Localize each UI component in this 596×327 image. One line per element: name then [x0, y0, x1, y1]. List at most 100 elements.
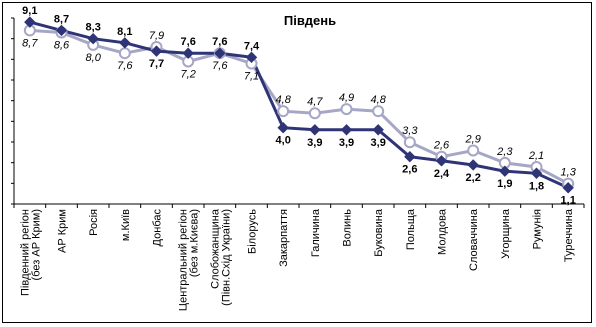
marker-circle: [403, 136, 416, 149]
x-tick-label-line: Угорщина: [500, 208, 512, 259]
x-tick-label: Буковина: [373, 208, 385, 257]
data-label-series-a: 1,1: [561, 195, 576, 207]
data-label-series-a: 7,7: [149, 58, 164, 70]
x-tick-label-line: Білорусь: [247, 209, 259, 254]
x-tick-label: Словаччина: [468, 208, 480, 271]
x-tick-label-line: Галичина: [310, 208, 322, 257]
data-label-series-a: 8,3: [86, 22, 101, 34]
data-label-series-a: 7,4: [244, 40, 260, 52]
x-tick-label-line: (Півн.Схід України): [220, 209, 232, 306]
data-label-series-b: 4,8: [371, 94, 387, 106]
data-label-series-b: 3,3: [402, 125, 418, 137]
marker-diamond: [24, 16, 36, 28]
marker-circle: [308, 107, 321, 120]
marker-diamond: [87, 32, 99, 45]
x-tick-label-line: Туреччина: [563, 208, 575, 262]
marker-circle: [340, 103, 353, 116]
marker-diamond: [182, 47, 194, 59]
data-label-series-b: 7,6: [117, 60, 133, 72]
x-tick-label-line: Румунія: [532, 209, 544, 249]
chart-frame: [2, 2, 592, 323]
x-tick-label-line: Донбас: [152, 209, 164, 247]
data-label-series-a: 8,1: [117, 26, 132, 38]
marker-diamond: [55, 24, 68, 37]
marker-diamond: [530, 167, 543, 179]
data-label-series-a: 2,6: [402, 164, 417, 176]
data-label-series-a: 4,0: [276, 135, 291, 147]
data-label-series-a: 3,9: [307, 137, 322, 149]
x-tick-label: Галичина: [310, 208, 322, 257]
marker-diamond: [372, 124, 384, 136]
x-tick-label-line: м.Київ: [120, 209, 132, 241]
x-tick-label: Закарпаття: [278, 209, 290, 267]
marker-diamond: [245, 51, 258, 64]
x-tick-label-line: Польща: [405, 208, 417, 250]
x-tick-label: Слобожанщина (Півн.Схід України): [209, 208, 232, 306]
data-label-series-b: 7,9: [149, 30, 164, 42]
data-label-series-b: 4,8: [276, 94, 292, 106]
data-label-series-a: 7,6: [212, 36, 227, 48]
x-tick-label-line: (без АР Крим): [30, 209, 42, 280]
marker-diamond: [214, 47, 226, 59]
data-label-series-b: 2,9: [465, 133, 481, 145]
marker-diamond: [119, 37, 131, 49]
x-tick-label-line: Центральний регіон: [178, 209, 190, 311]
x-tick-label: Донбас: [152, 209, 164, 247]
marker-circle: [372, 105, 385, 118]
data-label-series-b: 2,6: [433, 140, 450, 152]
x-tick-label: Центральний регіон (без м.Києва): [178, 209, 201, 311]
value-labels: 9,1 8,7 8,7 8,6 8,3 8,0 8,1 7,6 7,7 7,9 7,6 7,2 7,6 7…: [22, 5, 577, 207]
data-label-series-b: 8,0: [86, 52, 102, 64]
x-tick-label-line: Південний регіон: [19, 209, 31, 296]
data-label-series-b: 7,6: [212, 60, 228, 72]
x-tick-label: м.Київ: [120, 209, 132, 241]
x-tick-label-line: Молдова: [437, 208, 449, 255]
series-lines: [29, 20, 569, 190]
data-label-series-a: 3,9: [371, 137, 386, 149]
x-tick-label-line: Росія: [88, 209, 100, 236]
marker-diamond: [435, 155, 448, 167]
x-tick-label-line: Волинь: [342, 209, 354, 247]
x-tick-label: АР Крим: [57, 209, 69, 253]
data-label-series-b: 7,1: [244, 71, 259, 83]
series-markers: [23, 16, 575, 194]
marker-circle: [467, 144, 480, 157]
data-label-series-a: 9,1: [22, 5, 37, 17]
x-tick-label: Молдова: [437, 208, 449, 255]
x-tick-label-line: Словаччина: [468, 208, 480, 271]
x-tick-label: Польща: [405, 208, 417, 250]
x-tick-label-line: (без м.Києва): [189, 209, 201, 277]
data-label-series-a: 8,7: [54, 13, 69, 25]
series-line-1: [29, 28, 569, 185]
x-tick-label: Росія: [88, 209, 100, 236]
series-line-0: [29, 20, 569, 190]
data-label-series-b: 2,3: [496, 146, 513, 158]
x-tick-label-line: Буковина: [373, 208, 385, 257]
marker-diamond: [404, 150, 416, 163]
data-label-series-a: 7,6: [181, 36, 196, 48]
data-label-series-b: 7,2: [181, 68, 196, 80]
data-label-series-b: 8,7: [22, 37, 38, 49]
marker-diamond: [467, 159, 479, 171]
data-label-series-b: 4,9: [339, 92, 354, 104]
x-tick-label: Південний регіон (без АР Крим): [19, 209, 42, 296]
x-tick-label: Угорщина: [500, 208, 512, 259]
marker-diamond: [562, 182, 574, 194]
data-label-series-a: 1,8: [529, 180, 544, 192]
data-label-series-b: 4,7: [307, 96, 323, 108]
chart-title: Південь: [284, 13, 336, 28]
data-label-series-a: 2,4: [434, 168, 450, 180]
data-label-series-a: 1,9: [497, 178, 512, 190]
data-label-series-b: 2,1: [528, 150, 544, 162]
marker-diamond: [340, 124, 353, 136]
marker-diamond: [150, 45, 163, 57]
x-tick-label-line: Слобожанщина: [209, 208, 221, 289]
data-label-series-b: 1,3: [561, 167, 577, 179]
marker-diamond: [277, 122, 289, 134]
chart-axes: [11, 17, 585, 208]
x-tick-label-line: Закарпаття: [278, 209, 290, 267]
x-tick-label: Білорусь: [247, 209, 259, 254]
x-tick-label-line: АР Крим: [57, 209, 69, 253]
category-labels: Південний регіон (без АР Крим) АР Крим Росі…: [19, 208, 575, 311]
x-tick-label: Волинь: [342, 209, 354, 247]
